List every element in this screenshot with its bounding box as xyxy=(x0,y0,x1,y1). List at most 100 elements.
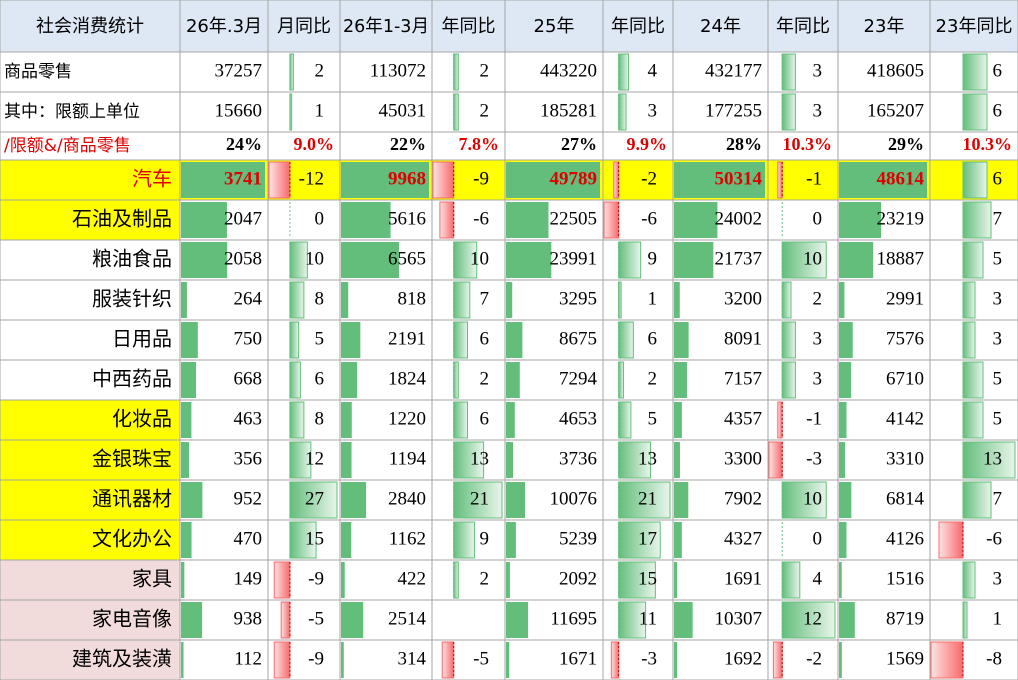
data-bar xyxy=(432,161,455,199)
data-bar xyxy=(618,481,671,519)
value-cell: 818 xyxy=(398,288,427,309)
data-bar xyxy=(839,522,847,558)
value-cell: 29% xyxy=(888,134,924,154)
data-bar xyxy=(341,442,352,478)
data-bar xyxy=(453,321,469,359)
growth-cell: -9 xyxy=(308,568,324,589)
data-bar xyxy=(506,362,520,398)
growth-cell: 13 xyxy=(638,448,657,469)
data-bar xyxy=(181,522,192,558)
data-bar xyxy=(289,361,301,399)
growth-cell: 6 xyxy=(993,100,1003,121)
data-bar xyxy=(453,53,459,91)
value-cell: 1692 xyxy=(724,648,762,669)
value-cell: 45031 xyxy=(379,100,427,121)
value-cell: 11695 xyxy=(550,608,597,629)
data-bar xyxy=(181,642,184,678)
data-bar xyxy=(453,401,469,439)
growth-cell: 6 xyxy=(993,168,1003,189)
data-bar xyxy=(341,162,429,198)
value-cell: 2991 xyxy=(886,288,924,309)
growth-cell: 5 xyxy=(993,368,1003,389)
data-bar xyxy=(280,601,291,639)
data-bar xyxy=(962,361,984,399)
data-bar xyxy=(962,601,968,639)
data-bar xyxy=(453,561,459,599)
row-label: 石油及制品 xyxy=(72,207,172,231)
data-bar xyxy=(341,642,344,678)
data-bar xyxy=(181,322,198,358)
label-bg xyxy=(0,160,180,200)
data-bar xyxy=(181,562,185,598)
value-cell: 8675 xyxy=(559,328,597,349)
growth-cell: 9.0% xyxy=(294,134,335,154)
value-cell: 422 xyxy=(398,568,427,589)
label-bg xyxy=(0,600,180,640)
value-cell: 470 xyxy=(234,528,263,549)
growth-cell: 10 xyxy=(803,488,822,509)
value-cell: 4653 xyxy=(559,408,597,429)
value-cell: 3200 xyxy=(724,288,762,309)
value-cell: 113072 xyxy=(370,60,426,81)
data-bar xyxy=(341,202,391,238)
growth-cell: 12 xyxy=(305,448,324,469)
growth-cell: 8 xyxy=(315,408,325,429)
growth-cell: 15 xyxy=(305,528,324,549)
header-cell: 社会消费统计 xyxy=(36,16,144,37)
growth-cell: 5 xyxy=(315,328,325,349)
data-bar xyxy=(506,442,514,478)
label-bg xyxy=(0,480,180,520)
growth-cell: 0 xyxy=(315,208,325,229)
data-bar xyxy=(839,482,852,518)
value-cell: 2092 xyxy=(559,568,597,589)
data-bar xyxy=(289,321,300,359)
data-bar xyxy=(781,53,796,91)
value-cell: 4126 xyxy=(886,528,924,549)
value-cell: 4142 xyxy=(886,408,924,429)
row-label: 日用品 xyxy=(112,327,172,351)
value-cell: 1569 xyxy=(886,648,924,669)
value-cell: 8719 xyxy=(886,608,924,629)
value-cell: 3310 xyxy=(886,448,924,469)
data-bar xyxy=(289,53,294,91)
data-bar xyxy=(777,401,783,439)
data-bar xyxy=(439,201,455,239)
data-bar xyxy=(618,361,625,399)
data-bar xyxy=(618,321,634,359)
data-bar xyxy=(181,162,265,198)
data-bar xyxy=(781,321,796,359)
growth-cell: 6 xyxy=(480,408,490,429)
data-bar xyxy=(506,562,510,598)
growth-cell: 3 xyxy=(648,100,658,121)
growth-cell: -5 xyxy=(473,648,489,669)
label-bg xyxy=(0,200,180,240)
value-cell: 5616 xyxy=(388,208,426,229)
data-bar xyxy=(506,642,510,678)
growth-cell: 9 xyxy=(480,528,490,549)
row-label: 汽车 xyxy=(132,167,172,191)
growth-cell: -8 xyxy=(986,648,1002,669)
value-cell: 24002 xyxy=(715,208,763,229)
label-bg xyxy=(0,440,180,480)
row-label: 其中：限额上单位 xyxy=(4,102,140,122)
value-cell: 18887 xyxy=(877,248,925,269)
data-bar xyxy=(181,282,187,318)
data-bar xyxy=(777,161,783,199)
row-label: 建筑及装潢 xyxy=(72,647,172,671)
value-cell: 5239 xyxy=(559,528,597,549)
growth-cell: 9 xyxy=(648,248,658,269)
row-label: 中西药品 xyxy=(92,367,172,391)
value-cell: 21737 xyxy=(715,248,763,269)
data-bar xyxy=(962,93,988,131)
growth-cell: 3 xyxy=(993,328,1003,349)
header-cell: 25年 xyxy=(534,16,575,37)
growth-cell: 8 xyxy=(315,288,325,309)
data-bar xyxy=(341,482,367,518)
data-bar xyxy=(341,602,364,638)
growth-cell: -1 xyxy=(806,168,822,189)
data-bar xyxy=(341,322,361,358)
value-cell: 10076 xyxy=(550,488,598,509)
growth-cell: 6 xyxy=(315,368,325,389)
header-cell: 年同比 xyxy=(611,16,665,37)
data-bar xyxy=(506,202,549,238)
